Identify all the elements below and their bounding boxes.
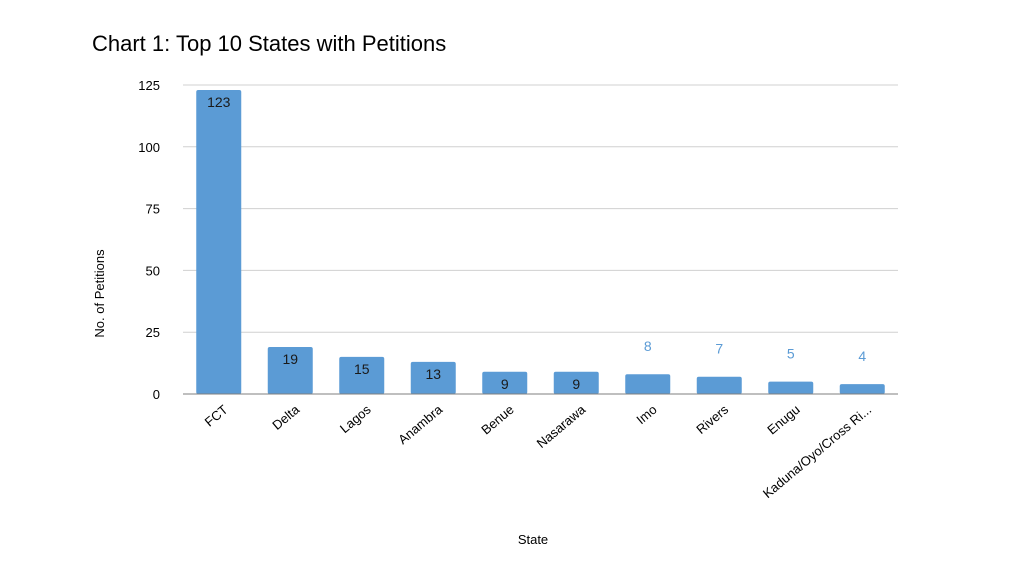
x-tick-label: Anambra xyxy=(395,401,446,447)
bar-delta xyxy=(267,347,313,394)
data-label: 5 xyxy=(787,346,795,362)
bar-kaduna-oyo-cross-ri- xyxy=(839,384,885,394)
bar-anambra xyxy=(410,361,456,394)
data-labels: 123 19 15 13 9 9 8 7 5 4 xyxy=(207,94,866,392)
data-label: 9 xyxy=(501,376,509,392)
bar-enugu xyxy=(768,381,814,394)
y-tick-labels: 0 25 50 75 100 125 xyxy=(138,78,160,402)
bar-nasarawa xyxy=(553,371,599,394)
data-label: 123 xyxy=(207,94,231,110)
y-tick-label: 25 xyxy=(146,325,160,340)
data-label: 9 xyxy=(572,376,580,392)
gridlines xyxy=(183,84,898,333)
data-label: 15 xyxy=(354,361,370,377)
y-axis-title: No. of Petitions xyxy=(92,249,107,338)
bar-imo xyxy=(625,374,671,394)
data-label: 4 xyxy=(858,348,866,364)
x-tick-label: Imo xyxy=(633,402,659,427)
bar-lagos xyxy=(339,356,385,394)
x-tick-label: Nasarawa xyxy=(534,401,589,451)
data-label: 7 xyxy=(715,341,723,357)
x-tick-label: Delta xyxy=(269,401,302,432)
x-axis-title: State xyxy=(518,532,548,547)
x-tick-label: Enugu xyxy=(764,402,802,438)
x-tick-label: Benue xyxy=(478,402,516,438)
bar-fct xyxy=(196,89,242,394)
data-label: 13 xyxy=(425,366,441,382)
bar-rivers xyxy=(696,376,742,394)
y-tick-label: 0 xyxy=(153,387,160,402)
x-tick-label: Rivers xyxy=(693,401,731,436)
bar-benue xyxy=(482,371,528,394)
y-tick-label: 50 xyxy=(146,263,160,278)
y-tick-label: 75 xyxy=(146,202,160,217)
data-label: 8 xyxy=(644,338,652,354)
y-tick-label: 100 xyxy=(138,140,160,155)
data-label: 19 xyxy=(282,351,298,367)
x-tick-label: FCT xyxy=(202,402,231,430)
bars xyxy=(196,89,885,394)
x-tick-label: Lagos xyxy=(337,401,374,436)
x-tick-labels: FCT Delta Lagos Anambra Benue Nasarawa Imo Rive… xyxy=(202,401,875,501)
y-tick-label: 125 xyxy=(138,78,160,93)
chart-title: Chart 1: Top 10 States with Petitions xyxy=(92,31,447,56)
